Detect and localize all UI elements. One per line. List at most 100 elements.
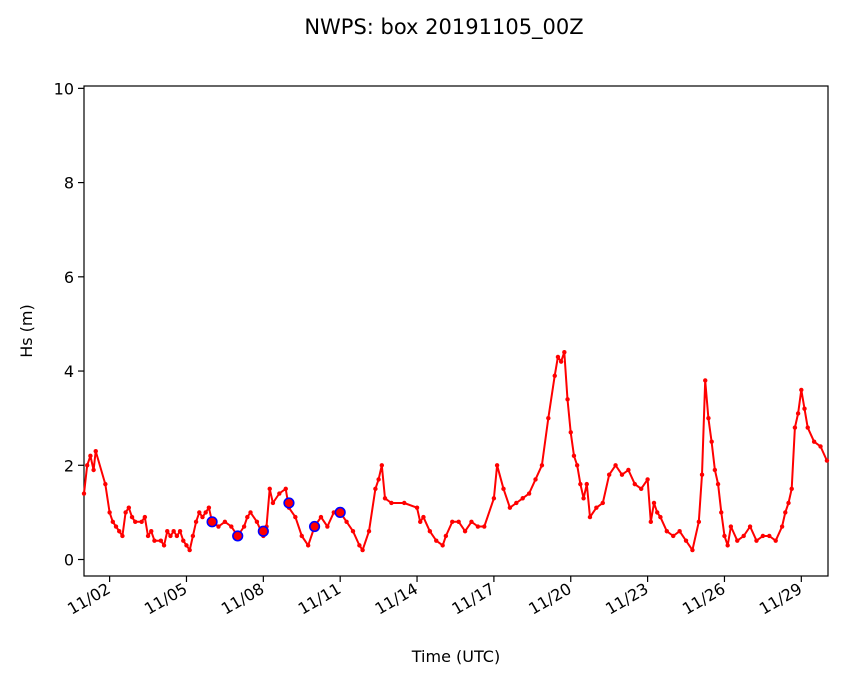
observed-point <box>824 458 830 463</box>
observed-point <box>129 514 135 520</box>
observed-point <box>149 529 154 534</box>
plot-frame <box>83 85 829 577</box>
y-axis: 0 2 4 6 8 10 <box>54 79 84 570</box>
observed-point <box>683 538 689 543</box>
observed-point <box>606 472 612 477</box>
observed-point <box>382 496 388 501</box>
observed-point <box>677 529 682 534</box>
observed-point <box>555 354 561 360</box>
observed-point <box>270 500 276 506</box>
y-tick-label: 0 <box>64 551 74 570</box>
observed-point <box>113 524 119 529</box>
observed-point <box>117 529 122 534</box>
y-axis-label: Hs (m) <box>17 304 36 358</box>
observed-point <box>664 529 670 534</box>
observed-point <box>462 529 468 534</box>
observed-point <box>206 505 212 510</box>
observed-point <box>402 500 407 506</box>
observed-point <box>158 538 164 543</box>
observed-point <box>584 481 589 487</box>
observed-point <box>767 533 772 539</box>
marker-point <box>257 525 269 537</box>
marker-point <box>232 530 244 542</box>
observed-point <box>587 514 593 520</box>
observed-point <box>229 524 234 529</box>
observed-point <box>574 463 580 468</box>
observed-point <box>706 415 711 421</box>
observed-point <box>802 406 807 411</box>
observed-point <box>414 505 420 510</box>
observed-point <box>715 481 721 487</box>
observed-point <box>241 524 247 529</box>
observed-point <box>722 533 727 539</box>
observed-point <box>379 463 385 468</box>
observed-point <box>103 481 108 487</box>
observed-point <box>120 533 125 539</box>
observed-point <box>491 496 497 501</box>
observed-point <box>671 533 676 539</box>
chart-title: NWPS: box 20191105_00Z <box>304 15 583 40</box>
observed-point <box>222 519 228 525</box>
observed-point <box>254 519 260 525</box>
observed-point <box>139 519 144 525</box>
observed-point <box>181 538 186 543</box>
observed-point <box>373 486 378 492</box>
observed-point <box>648 519 654 525</box>
observed-point <box>728 524 734 529</box>
observed-point <box>197 510 202 515</box>
observed-point <box>283 486 288 492</box>
observed-point <box>85 463 90 468</box>
observed-point <box>216 524 221 529</box>
x-tick-label: 11/14 <box>372 579 421 619</box>
observed-point <box>594 505 599 510</box>
observed-point <box>203 510 208 515</box>
marker-point <box>308 520 321 533</box>
observed-point <box>200 514 205 520</box>
plot-area <box>81 350 830 553</box>
observed-point <box>568 430 573 435</box>
observed-point <box>350 529 356 534</box>
observed-point <box>773 538 778 543</box>
observed-series-line <box>83 351 828 552</box>
observed-point <box>632 481 637 487</box>
observed-point <box>344 519 349 525</box>
observed-point <box>645 477 650 482</box>
observed-point <box>501 486 506 492</box>
observed-point <box>805 425 810 430</box>
observed-point <box>760 533 766 539</box>
observed-point <box>126 505 132 510</box>
observed-point <box>655 510 660 515</box>
observed-point <box>168 533 173 539</box>
observed-point <box>552 373 557 378</box>
observed-point <box>110 519 116 525</box>
observed-point <box>520 496 525 501</box>
observed-point <box>193 519 199 525</box>
observed-point <box>712 467 718 473</box>
observed-point <box>174 533 180 539</box>
observed-point <box>789 486 794 492</box>
observed-point <box>638 486 644 492</box>
x-tick-label: 11/08 <box>218 579 267 619</box>
observed-point <box>418 519 423 525</box>
observed-point <box>245 514 250 520</box>
observed-point <box>177 529 183 534</box>
observed-point <box>450 519 455 525</box>
x-tick-label: 11/11 <box>295 579 344 619</box>
y-tick-label: 2 <box>64 456 74 475</box>
x-tick-label: 11/20 <box>525 579 574 619</box>
observed-point <box>571 453 577 459</box>
observed-point <box>267 486 272 492</box>
observed-point <box>190 533 196 539</box>
observed-point <box>526 491 532 496</box>
observed-point <box>818 444 823 449</box>
observed-point <box>142 514 148 520</box>
observed-point <box>786 500 791 506</box>
observed-point <box>565 397 570 402</box>
observed-point <box>427 529 433 534</box>
marker-point <box>334 506 346 518</box>
observed-point <box>558 359 564 364</box>
observed-point <box>779 524 785 529</box>
observed-point <box>539 463 545 468</box>
observed-point <box>507 505 513 510</box>
